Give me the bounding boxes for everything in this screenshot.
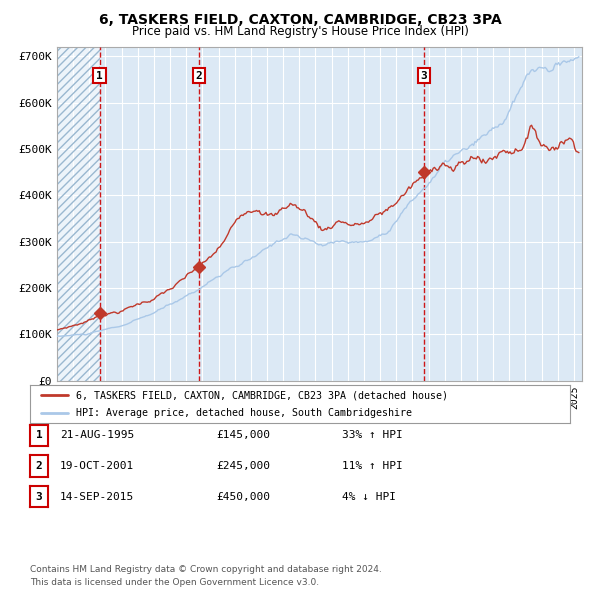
Text: 4% ↓ HPI: 4% ↓ HPI (342, 492, 396, 502)
Text: Contains HM Land Registry data © Crown copyright and database right 2024.
This d: Contains HM Land Registry data © Crown c… (30, 565, 382, 587)
Text: Price paid vs. HM Land Registry's House Price Index (HPI): Price paid vs. HM Land Registry's House … (131, 25, 469, 38)
Text: 19-OCT-2001: 19-OCT-2001 (60, 461, 134, 471)
Text: 6, TASKERS FIELD, CAXTON, CAMBRIDGE, CB23 3PA (detached house): 6, TASKERS FIELD, CAXTON, CAMBRIDGE, CB2… (76, 390, 448, 400)
Text: £145,000: £145,000 (216, 431, 270, 440)
Text: 3: 3 (421, 71, 427, 80)
Text: £245,000: £245,000 (216, 461, 270, 471)
Text: £450,000: £450,000 (216, 492, 270, 502)
Text: 11% ↑ HPI: 11% ↑ HPI (342, 461, 403, 471)
Text: 1: 1 (35, 431, 43, 440)
Text: 3: 3 (35, 492, 43, 502)
Text: 2: 2 (196, 71, 203, 80)
Bar (57, 47, 100, 381)
Text: 14-SEP-2015: 14-SEP-2015 (60, 492, 134, 502)
Text: 6, TASKERS FIELD, CAXTON, CAMBRIDGE, CB23 3PA: 6, TASKERS FIELD, CAXTON, CAMBRIDGE, CB2… (98, 13, 502, 27)
Text: 21-AUG-1995: 21-AUG-1995 (60, 431, 134, 440)
Text: 1: 1 (96, 71, 103, 80)
Text: 33% ↑ HPI: 33% ↑ HPI (342, 431, 403, 440)
Text: HPI: Average price, detached house, South Cambridgeshire: HPI: Average price, detached house, Sout… (76, 408, 412, 418)
Bar (57, 47, 100, 381)
Text: 2: 2 (35, 461, 43, 471)
